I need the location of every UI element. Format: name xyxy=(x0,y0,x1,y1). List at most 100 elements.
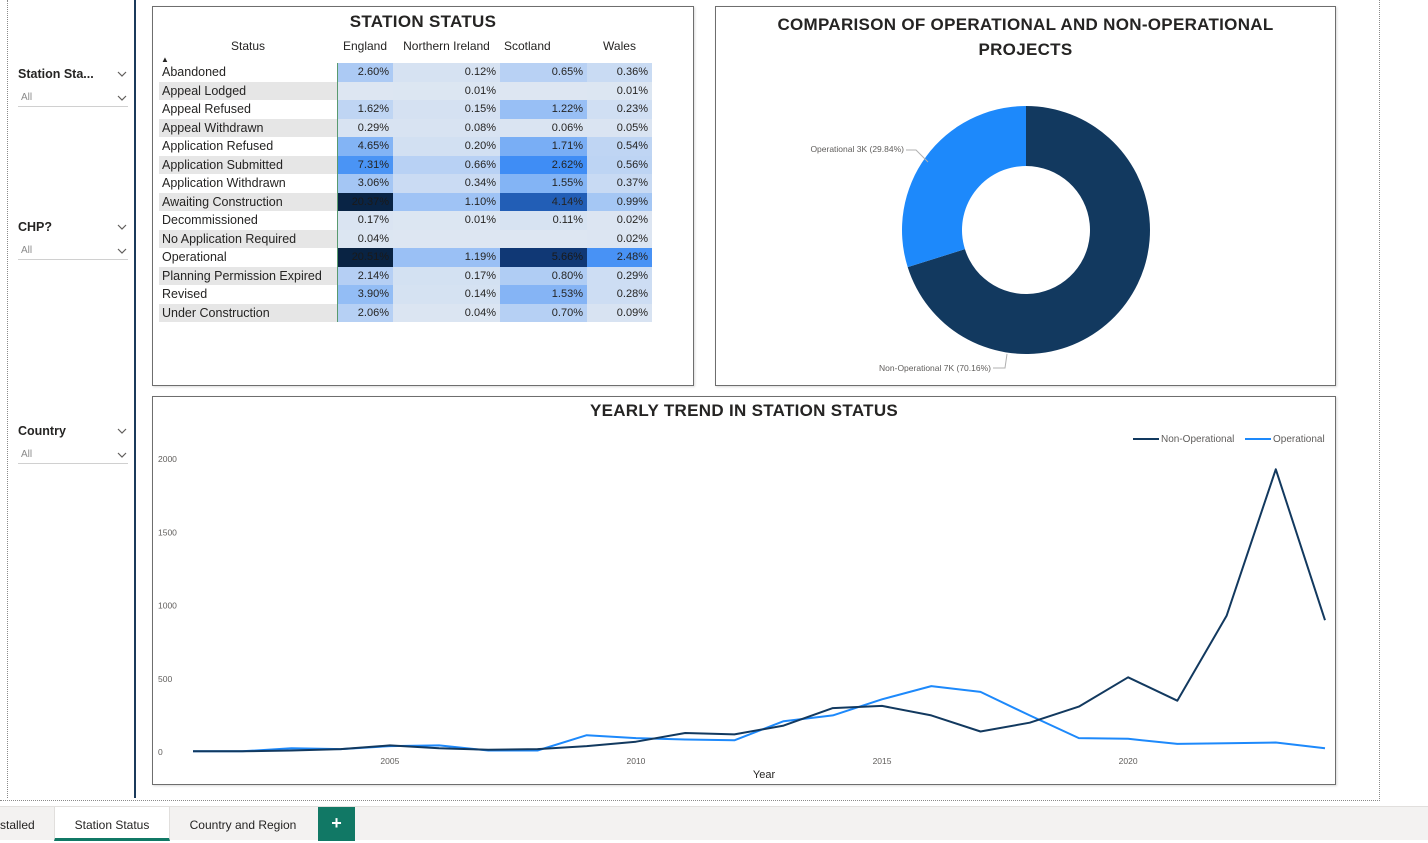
value-cell-wales: 0.99% xyxy=(587,193,652,212)
value-cell-england: 3.90% xyxy=(337,285,393,304)
slicer-dropdown[interactable]: All xyxy=(18,89,128,107)
chevron-down-icon[interactable] xyxy=(116,425,128,437)
value-cell-ni xyxy=(393,230,500,249)
status-cell: Application Refused xyxy=(159,137,337,156)
value-cell-ni: 1.10% xyxy=(393,193,500,212)
x-tick-label: 2020 xyxy=(1119,756,1138,766)
y-tick-label: 0 xyxy=(158,747,163,757)
value-cell-scotland: 0.06% xyxy=(500,119,587,138)
series-line-non-operational[interactable] xyxy=(193,469,1325,751)
value-cell-wales: 2.48% xyxy=(587,248,652,267)
value-cell-england: 2.60% xyxy=(337,63,393,82)
value-cell-england xyxy=(337,82,393,101)
status-cell: Planning Permission Expired xyxy=(159,267,337,286)
value-cell-england: 4.65% xyxy=(337,137,393,156)
column-header-northern-ireland[interactable]: Northern Ireland xyxy=(393,39,500,63)
y-tick-label: 1500 xyxy=(158,527,177,537)
slicer-value: All xyxy=(21,245,32,256)
value-cell-england: 3.06% xyxy=(337,174,393,193)
value-cell-england: 0.29% xyxy=(337,119,393,138)
x-axis-label: Year xyxy=(753,769,776,781)
value-cell-england: 0.04% xyxy=(337,230,393,249)
status-cell: Under Construction xyxy=(159,304,337,323)
value-cell-wales: 0.02% xyxy=(587,230,652,249)
operational-comparison-donut[interactable]: COMPARISON OF OPERATIONAL AND NON-OPERAT… xyxy=(715,6,1336,386)
slicer-dropdown[interactable]: All xyxy=(18,446,128,464)
value-cell-england: 20.51% xyxy=(337,248,393,267)
add-page-button[interactable]: + xyxy=(318,807,355,841)
page-tab-bar: stalled Station Status Country and Regio… xyxy=(0,806,1428,840)
y-tick-label: 500 xyxy=(158,674,172,684)
value-cell-wales: 0.01% xyxy=(587,82,652,101)
tab-station-status[interactable]: Station Status xyxy=(54,807,170,841)
value-cell-scotland: 1.22% xyxy=(500,100,587,119)
value-cell-wales: 0.28% xyxy=(587,285,652,304)
value-cell-wales: 0.05% xyxy=(587,119,652,138)
matrix-table: Status England Northern Ireland Scotland… xyxy=(159,39,652,322)
tab-country-and-region[interactable]: Country and Region xyxy=(170,807,316,841)
slicer-country[interactable]: Country All xyxy=(18,422,128,464)
slicer-pane-divider xyxy=(134,0,136,798)
value-cell-scotland xyxy=(500,82,587,101)
chevron-down-icon xyxy=(116,92,128,104)
donut-chart: Operational 3K (29.84%)Non-Operational 7… xyxy=(716,63,1335,383)
column-header-wales[interactable]: Wales xyxy=(587,39,652,63)
value-cell-ni: 0.01% xyxy=(393,82,500,101)
status-cell: Decommissioned xyxy=(159,211,337,230)
slicer-title: CHP? xyxy=(18,220,52,234)
chevron-down-icon xyxy=(116,245,128,257)
value-cell-scotland: 4.14% xyxy=(500,193,587,212)
value-cell-wales: 0.29% xyxy=(587,267,652,286)
value-cell-ni: 0.15% xyxy=(393,100,500,119)
column-header-status[interactable]: Status xyxy=(159,39,337,63)
value-cell-scotland xyxy=(500,230,587,249)
value-cell-scotland: 1.53% xyxy=(500,285,587,304)
legend-label[interactable]: Operational xyxy=(1273,434,1325,445)
series-line-operational[interactable] xyxy=(193,686,1325,751)
value-cell-ni: 0.04% xyxy=(393,304,500,323)
status-cell: Revised xyxy=(159,285,337,304)
visual-title: YEARLY TREND IN STATION STATUS xyxy=(153,401,1335,421)
status-cell: No Application Required xyxy=(159,230,337,249)
x-tick-label: 2010 xyxy=(626,756,645,766)
value-cell-ni: 0.34% xyxy=(393,174,500,193)
column-header-scotland[interactable]: Scotland xyxy=(500,39,587,63)
leader-line-non-operational xyxy=(993,354,1007,368)
value-cell-wales: 0.56% xyxy=(587,156,652,175)
value-cell-scotland: 1.71% xyxy=(500,137,587,156)
label-non-operational: Non-Operational 7K (70.16%) xyxy=(879,363,991,373)
tab-installed[interactable]: stalled xyxy=(0,807,54,841)
slice-operational[interactable] xyxy=(902,106,1026,267)
column-header-england[interactable]: England xyxy=(337,39,393,63)
value-cell-england: 20.37% xyxy=(337,193,393,212)
value-cell-scotland: 0.11% xyxy=(500,211,587,230)
status-cell: Appeal Withdrawn xyxy=(159,119,337,138)
chevron-down-icon[interactable] xyxy=(116,68,128,80)
chevron-down-icon[interactable] xyxy=(116,221,128,233)
station-status-matrix[interactable]: STATION STATUS ▲ Status England Northern… xyxy=(152,6,694,386)
legend-label[interactable]: Non-Operational xyxy=(1161,434,1234,445)
slicer-dropdown[interactable]: All xyxy=(18,242,128,260)
slicer-chp[interactable]: CHP? All xyxy=(18,218,128,260)
slicer-station-status[interactable]: Station Sta... All xyxy=(18,65,128,107)
value-cell-england: 2.14% xyxy=(337,267,393,286)
status-cell: Application Submitted xyxy=(159,156,337,175)
value-cell-ni: 0.12% xyxy=(393,63,500,82)
value-cell-wales: 0.54% xyxy=(587,137,652,156)
